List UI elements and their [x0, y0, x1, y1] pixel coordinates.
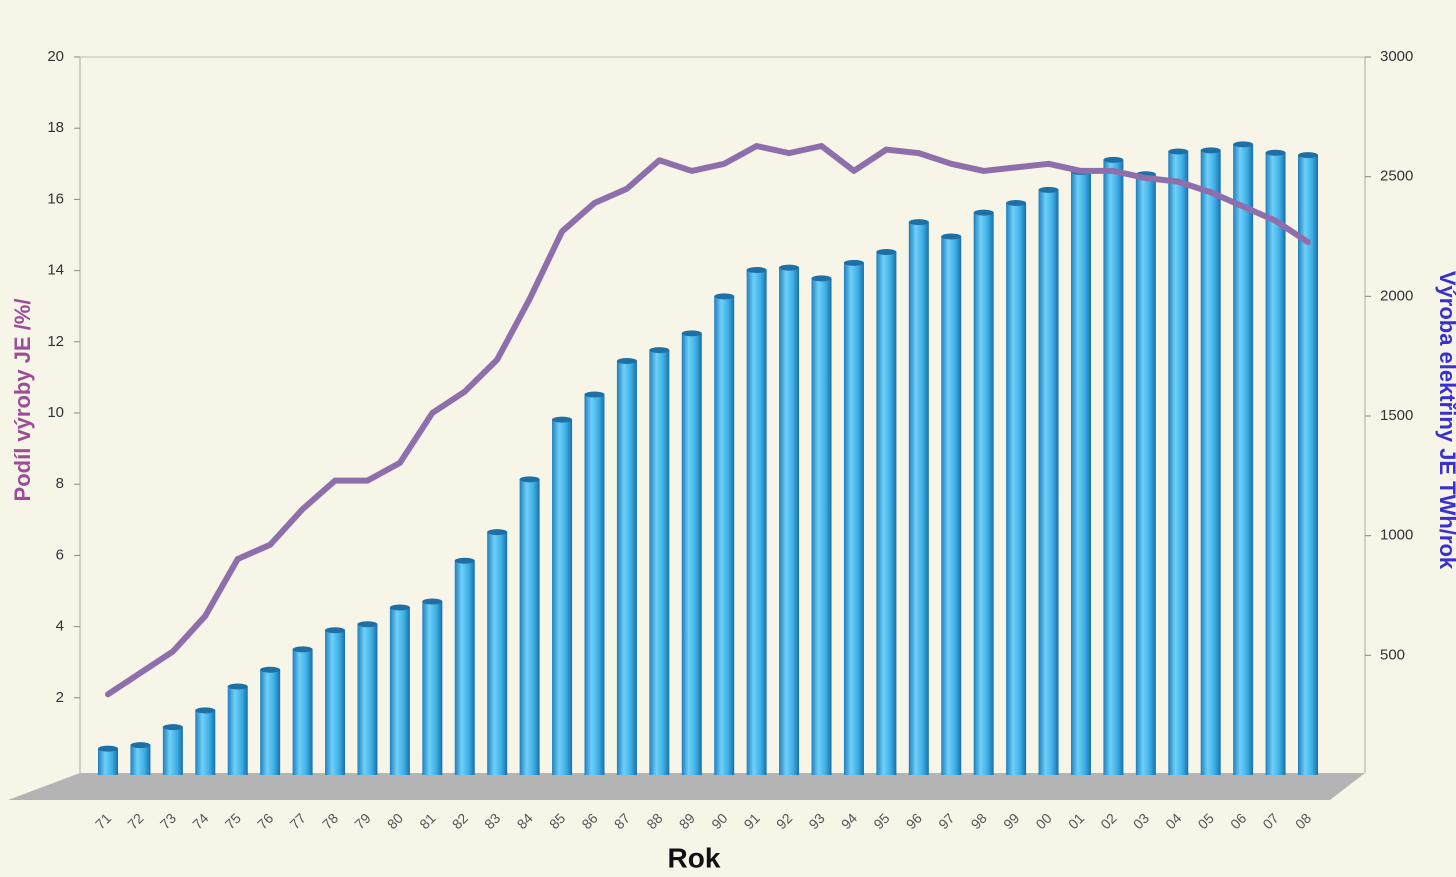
bar-cap [1265, 149, 1286, 156]
bar [130, 745, 151, 775]
y2-axis-title: Výroba elektřiny JE TWh/rok [1435, 271, 1456, 570]
bar [941, 236, 962, 775]
y-tick-label: 6 [56, 546, 64, 563]
y2-tick-label: 500 [1380, 646, 1405, 663]
y-tick-label: 12 [47, 333, 64, 350]
bar-cap [1200, 147, 1221, 154]
y2-tick-label: 1000 [1380, 527, 1413, 544]
bar [876, 252, 897, 776]
bar [519, 479, 540, 775]
bar-cap [519, 476, 540, 483]
y-tick-label: 4 [56, 618, 64, 635]
bar-cap [1298, 152, 1318, 159]
bar [98, 748, 118, 775]
bar-cap [162, 724, 183, 731]
bar-cap [1233, 141, 1254, 148]
bar-cap [876, 249, 897, 256]
bar [1135, 174, 1156, 776]
bar-cap [552, 416, 573, 423]
bar-cap [454, 557, 475, 564]
bar-cap [681, 330, 702, 337]
bar [681, 333, 702, 775]
bar [357, 624, 378, 775]
bar [325, 630, 346, 775]
bar [1200, 150, 1221, 776]
bar-cap [1006, 199, 1027, 206]
bar [843, 262, 864, 775]
bar-cap [616, 357, 637, 364]
bar-cap [227, 683, 248, 690]
bar [714, 296, 735, 775]
bar [649, 350, 670, 775]
bar [1006, 202, 1027, 775]
bar-cap [487, 529, 508, 536]
bar-cap [584, 391, 605, 398]
bar [227, 686, 248, 775]
bar-cap [908, 219, 929, 226]
bar [746, 270, 767, 775]
bar-cap [973, 209, 994, 216]
bar [1070, 171, 1091, 775]
bar [487, 532, 508, 775]
y2-tick-label: 2000 [1380, 287, 1413, 304]
bar [584, 394, 605, 775]
bar [1103, 159, 1124, 775]
bar [1233, 144, 1254, 775]
bar [1168, 151, 1189, 775]
y-tick-label: 16 [47, 190, 64, 207]
bar-cap [649, 347, 670, 354]
bar-cap [357, 621, 378, 628]
bar [616, 360, 637, 775]
y-tick-label: 8 [56, 475, 64, 492]
y2-tick-label: 1500 [1380, 407, 1413, 424]
line [105, 143, 1311, 698]
bar-cap [389, 604, 410, 611]
y-tick-label: 20 [47, 48, 64, 65]
bar [422, 601, 443, 775]
bar-cap [422, 598, 443, 605]
bar-cap [260, 666, 281, 673]
bar-cap [130, 742, 151, 749]
bar-cap [843, 259, 864, 266]
x-axis-title: Rok [668, 842, 721, 873]
bar-cap [779, 264, 800, 271]
bar [811, 278, 832, 775]
bar [389, 607, 410, 775]
bar [1038, 189, 1059, 775]
bar [195, 710, 216, 775]
bar [260, 669, 281, 775]
bar [1265, 152, 1286, 775]
y2-tick-label: 2500 [1380, 168, 1413, 185]
bar [552, 419, 573, 775]
bar-cap [292, 646, 313, 653]
bar [162, 727, 183, 775]
bar [292, 649, 313, 775]
y-tick-label: 14 [47, 262, 64, 279]
bar [973, 212, 994, 776]
bar-cap [1038, 186, 1059, 193]
bar-cap [714, 293, 735, 300]
bar-cap [1168, 148, 1189, 155]
y2-tick-label: 3000 [1380, 48, 1413, 65]
bar-cap [1103, 156, 1124, 163]
bar-cap [811, 275, 832, 282]
bar [779, 267, 800, 775]
y-tick-label: 10 [47, 404, 64, 421]
bar-cap [746, 267, 767, 274]
bar-cap [941, 233, 962, 240]
y-tick-label: 2 [56, 689, 64, 706]
bar-cap [195, 707, 216, 714]
bar [908, 222, 929, 775]
bar [454, 560, 475, 775]
bar [1298, 155, 1318, 776]
bar-cap [98, 745, 118, 752]
y-tick-label: 18 [47, 119, 64, 136]
bar-cap [325, 627, 346, 634]
y-axis-title: Podíl výroby JE /%/ [10, 299, 35, 502]
floor [8, 773, 1365, 800]
